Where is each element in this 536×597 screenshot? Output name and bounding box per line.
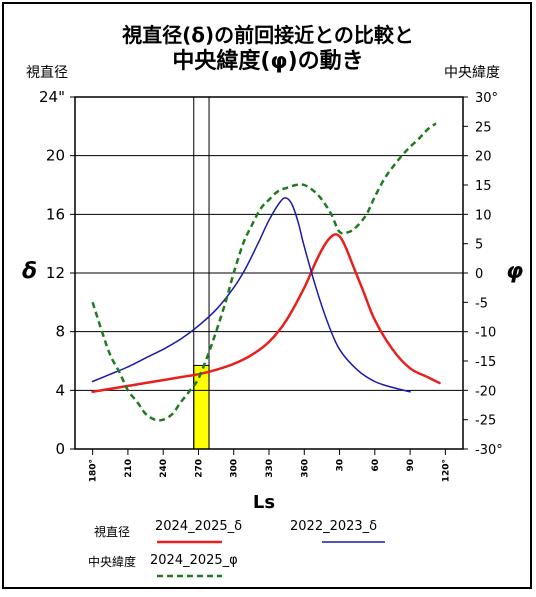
right-tick-label-10: 20 [475,150,492,165]
left-tick-label-4: 16 [46,205,65,223]
series-line-0 [91,233,441,394]
left-tick-label-6: 24" [39,88,65,106]
left-tick-label-2: 8 [55,323,65,341]
right-tick-label-8: 10 [475,208,492,223]
x-tick-label-3: 270 [194,459,204,478]
chart-title-line2: 中央緯度(φ)の動き [172,48,363,74]
right-tick-label-5: -5 [475,296,488,311]
right-tick-label-1: -25 [475,414,496,429]
series-line-2 [91,122,437,422]
right-tick-label-11: 25 [475,120,492,135]
x-axis-label: Ls [253,492,275,513]
x-tick-label-2: 240 [159,459,169,478]
x-tick-label-9: 90 [406,459,416,472]
legend-entry-label-0: 2024_2025_δ [155,519,242,534]
right-tick-label-7: 5 [475,238,483,253]
right-tick-label-6: 0 [475,267,483,282]
x-tick-label-7: 30 [336,459,346,472]
x-tick-label-10: 120° [441,459,451,482]
right-axis-caption: 中央緯度 [444,65,500,81]
series-line-1 [91,197,411,393]
x-tick-label-4: 300 [230,459,240,478]
right-tick-label-4: -10 [475,326,496,341]
legend-entry-label-2: 2024_2025_φ [150,553,238,568]
right-tick-label-9: 15 [475,179,492,194]
legend-entry-label-1: 2022_2023_δ [290,519,377,534]
right-tick-label-2: -20 [475,384,496,399]
legend-group-label-latitude: 中央緯度 [88,554,136,569]
left-tick-label-1: 4 [55,381,65,399]
right-tick-label-0: -30° [475,443,503,458]
left-tick-label-3: 12 [46,264,65,282]
chart-frame [2,2,532,589]
left-axis-caption: 視直径 [26,64,68,81]
right-tick-label-3: -15 [475,355,496,370]
x-tick-label-0: 180° [89,459,99,482]
left-axis-symbol: δ [22,259,37,284]
x-tick-label-6: 360 [300,459,310,478]
legend-group-label-diameter: 視直径 [94,524,130,539]
x-tick-label-5: 330 [265,459,275,478]
right-tick-label-12: 30° [475,91,498,106]
left-tick-label-5: 20 [46,147,65,165]
left-tick-label-0: 0 [55,440,65,458]
x-tick-label-1: 210 [124,459,134,478]
chart-title-line1: 視直径(δ)の前回接近との比較と [121,23,414,47]
x-tick-label-8: 60 [371,459,381,472]
right-axis-symbol: φ [506,259,523,284]
